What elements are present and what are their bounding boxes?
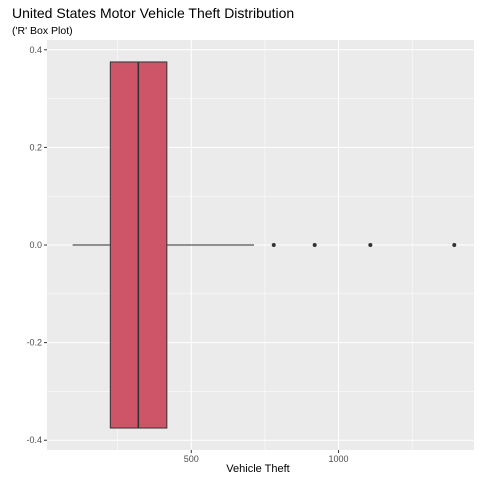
- y-tick-label: -0.2: [26, 338, 42, 348]
- x-tick-label: 1000: [329, 454, 349, 464]
- x-tick-label: 500: [184, 454, 199, 464]
- y-tick-label: 0.4: [29, 45, 42, 55]
- y-tick-label: 0.0: [29, 240, 42, 250]
- y-axis: -0.4 -0.2 0.0 0.2 0.4: [26, 45, 47, 445]
- outlier-point: [272, 243, 276, 247]
- x-axis-title: Vehicle Theft: [226, 463, 289, 475]
- outlier-point: [452, 243, 456, 247]
- x-axis: 500 1000: [184, 450, 349, 464]
- chart-subtitle: ('R' Box Plot): [12, 25, 73, 37]
- outlier-point: [368, 243, 372, 247]
- y-tick-label: -0.4: [26, 435, 42, 445]
- outlier-point: [313, 243, 317, 247]
- y-tick-label: 0.2: [29, 142, 42, 152]
- chart-title: United States Motor Vehicle Theft Distri…: [12, 5, 294, 21]
